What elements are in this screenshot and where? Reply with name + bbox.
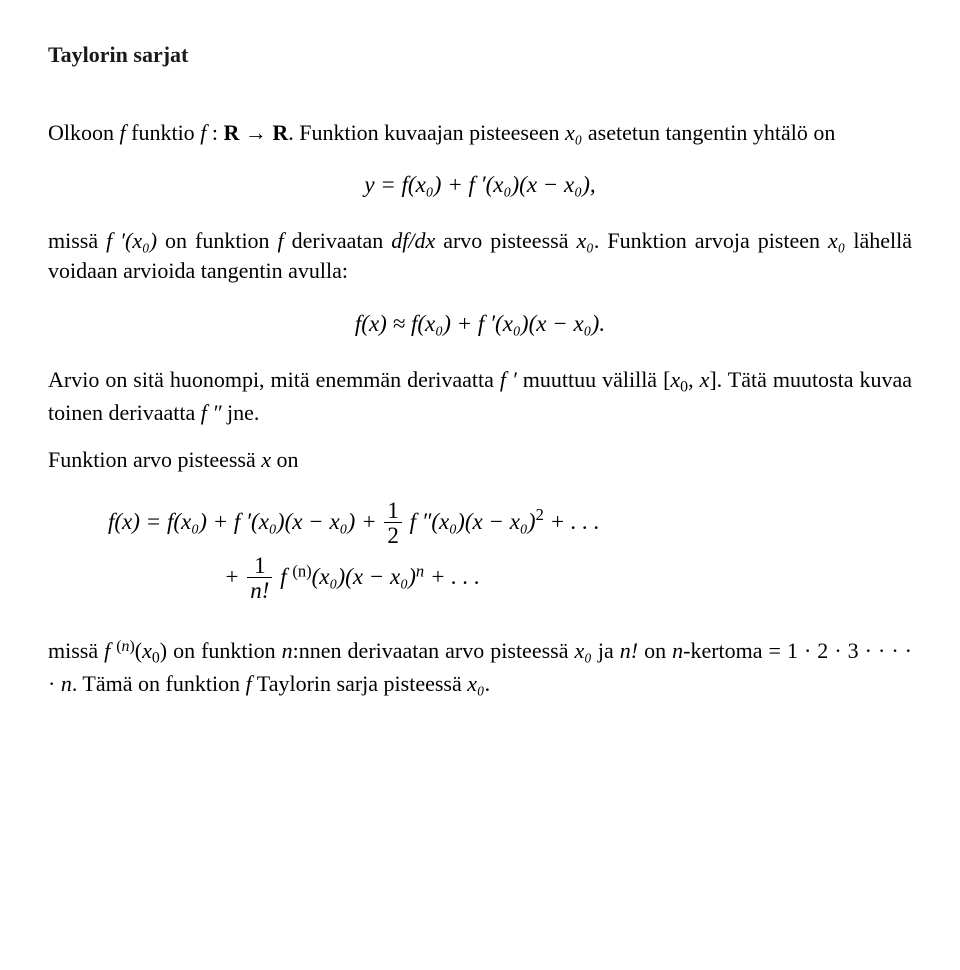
text: muuttuu välillä [517, 367, 663, 392]
text: Arvio on sitä huonompi, mitä enemmän der… [48, 367, 500, 392]
math-x0: x₀ [576, 228, 593, 253]
text: missä [48, 638, 104, 663]
math-x0: x₀ [574, 638, 591, 663]
paragraph-1: Olkoon f funktio f : R → R. Funktion kuv… [48, 118, 912, 148]
math-interval: [x0, x] [663, 367, 717, 392]
math-n: n [61, 671, 72, 696]
equation-1: y = f(x₀) + f ′(x₀)(x − x₀), [48, 169, 912, 200]
equation-2: f(x) ≈ f(x₀) + f ′(x₀)(x − x₀). [48, 308, 912, 339]
equation-text: f(x) ≈ f(x₀) + f ′(x₀)(x − x₀). [355, 311, 605, 336]
text: on [638, 638, 672, 663]
text: . Tämä on funktion [72, 671, 246, 696]
text: funktio [126, 120, 201, 145]
paragraph-5: missä f (n)(x0) on funktion n:nnen deriv… [48, 636, 912, 699]
text: jne. [222, 400, 260, 425]
fraction-nfact: 1n! [247, 554, 272, 603]
denominator: n! [247, 578, 272, 603]
text: derivaatan [284, 228, 392, 253]
math-fr: f [200, 120, 206, 145]
page-title: Taylorin sarjat [48, 40, 912, 70]
math-n: n [282, 638, 293, 663]
text: arvo pisteessä [435, 228, 576, 253]
text: ja [592, 638, 620, 663]
exponent-n-paren: (n) [292, 562, 311, 581]
text: Taylorin sarja pisteessä [252, 671, 468, 696]
equation-text: y = f(x₀) + f ′(x₀)(x − x₀), [364, 172, 595, 197]
math-nfact: n! [620, 638, 638, 663]
paragraph-2: missä f ′(x₀) on funktion f derivaatan d… [48, 226, 912, 285]
paragraph-3: Arvio on sitä huonompi, mitä enemmän der… [48, 365, 912, 427]
eq-text: (x₀)(x − x₀) [312, 564, 416, 589]
numerator: 1 [384, 499, 402, 523]
denominator: 2 [384, 523, 402, 548]
math-fn-x0: f (n)(x0) [104, 638, 167, 663]
math-x0: x₀ [467, 671, 484, 696]
eq-text: + . . . [424, 564, 480, 589]
text: . [485, 671, 491, 696]
eq-text: + . . . [544, 509, 600, 534]
text: . Funktion arvoja pisteen [594, 228, 828, 253]
fraction-half: 12 [384, 499, 402, 548]
math-fprime-x0: f ′(x₀) [106, 228, 157, 253]
eq-text: f ″(x₀)(x − x₀) [404, 509, 536, 534]
numerator: 1 [247, 554, 272, 578]
eq-text: + [224, 564, 245, 589]
paragraph-4: Funktion arvo pisteessä x on [48, 445, 912, 475]
math-x0: x₀ [565, 120, 582, 145]
text: Funktion arvo pisteessä [48, 447, 261, 472]
eq-text: f [274, 564, 292, 589]
equation-3-line-2: + 1n! f (n)(x₀)(x − x₀)n + . . . [108, 554, 912, 603]
text: on [271, 447, 299, 472]
math-x: x [261, 447, 271, 472]
math-x0: x₀ [828, 228, 845, 253]
exponent-n: n [416, 562, 424, 581]
math-n: n [672, 638, 683, 663]
text: Olkoon [48, 120, 120, 145]
text: on funktion [167, 638, 282, 663]
math-fprime: f ′ [500, 367, 517, 392]
math-dfdx: df/dx [391, 228, 435, 253]
text: :nnen derivaatan arvo pisteessä [293, 638, 575, 663]
equation-3: f(x) = f(x₀) + f ′(x₀)(x − x₀) + 12 f ″(… [48, 499, 912, 604]
exponent-2: 2 [536, 505, 544, 524]
eq-text: f(x) = f(x₀) + f ′(x₀)(x − x₀) + [108, 509, 382, 534]
text: missä [48, 228, 106, 253]
text: asetetun tangentin yhtälö on [582, 120, 835, 145]
text: . Funktion kuvaajan pisteeseen [288, 120, 565, 145]
equation-3-line-1: f(x) = f(x₀) + f ′(x₀)(x − x₀) + 12 f ″(… [108, 499, 912, 548]
math-fpp: f ″ [201, 400, 222, 425]
text: on funktion [157, 228, 277, 253]
